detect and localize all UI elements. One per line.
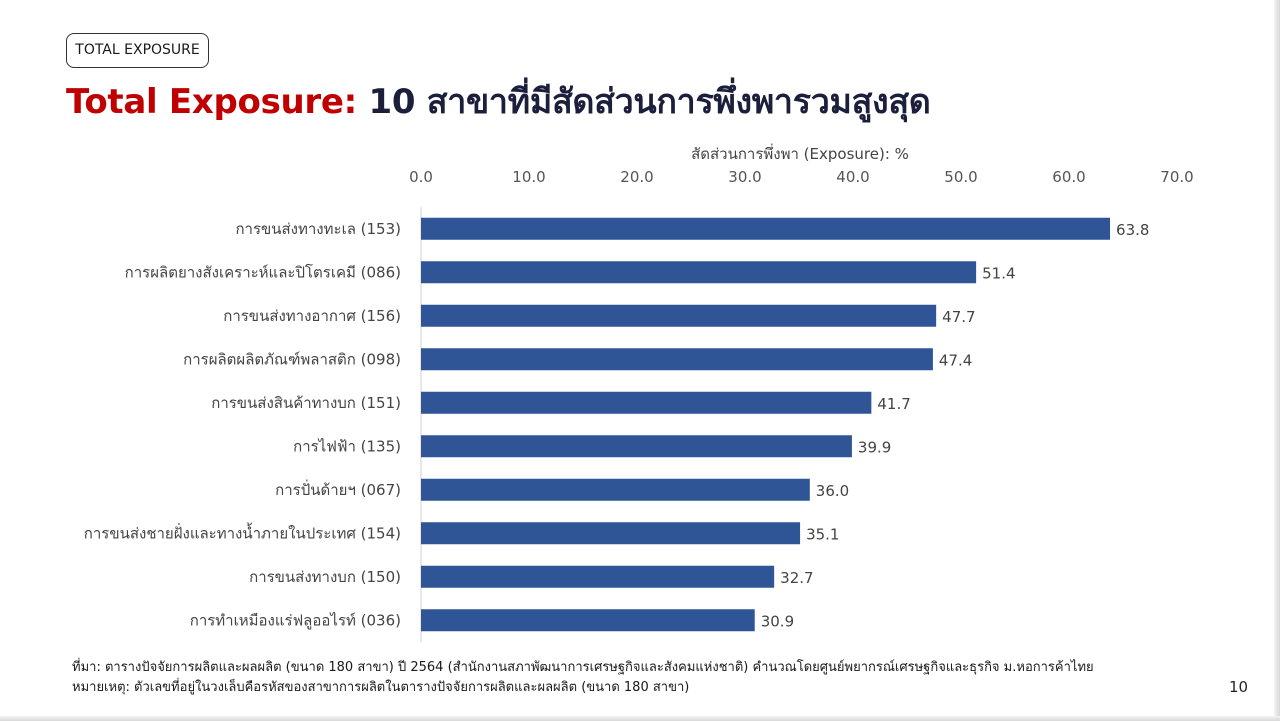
data-label: 30.9 — [761, 612, 794, 630]
category-label: การผลิตยางสังเคราะห์และปิโตรเคมี (086) — [125, 263, 401, 281]
page-title-main: 10 สาขาที่มีสัดส่วนการพึ่งพารวมสูงสุด — [368, 82, 931, 122]
bar — [421, 217, 1111, 240]
bar — [421, 478, 810, 501]
bar — [421, 609, 755, 632]
x-axis-title: สัดส่วนการพึ่งพา (Exposure): % — [691, 145, 909, 163]
page-title: Total Exposure: 10 สาขาที่มีสัดส่วนการพึ… — [66, 74, 931, 122]
category-label: การทำเหมืองแร่ฟลูออไรท์ (036) — [190, 611, 401, 629]
category-label: การขนส่งทางอากาศ (156) — [223, 307, 401, 325]
x-tick-label: 30.0 — [728, 168, 761, 186]
footnote-note: หมายเหตุ: ตัวเลขที่อยู่ในวงเล็บคือรหัสขอ… — [72, 680, 690, 695]
x-tick-label: 70.0 — [1160, 168, 1193, 186]
data-label: 41.7 — [877, 395, 910, 413]
x-tick-label: 20.0 — [620, 168, 653, 186]
data-label: 36.0 — [816, 482, 849, 500]
category-label: การขนส่งทางบก (150) — [249, 568, 401, 586]
x-tick-label: 50.0 — [944, 168, 977, 186]
bar — [421, 435, 852, 458]
data-label: 47.7 — [942, 308, 975, 326]
data-label: 32.7 — [780, 569, 813, 587]
bar — [421, 565, 775, 588]
data-label: 63.8 — [1116, 221, 1149, 239]
section-tag: TOTAL EXPOSURE — [66, 33, 209, 68]
bar — [421, 261, 977, 284]
data-label: 39.9 — [858, 438, 891, 456]
page-number: 10 — [1229, 678, 1249, 696]
x-tick-label: 60.0 — [1052, 168, 1085, 186]
category-label: การผลิตผลิตภัณฑ์พลาสติก (098) — [183, 350, 401, 368]
x-tick-label: 10.0 — [512, 168, 545, 186]
data-label: 35.1 — [806, 525, 839, 543]
bar — [421, 391, 872, 414]
footnote-source: ที่มา: ตารางปัจจัยการผลิตและผลผลิต (ขนาด… — [72, 660, 1094, 675]
category-label: การขนส่งทางทะเล (153) — [235, 220, 401, 238]
category-label: การขนส่งชายฝั่งและทางน้ำภายในประเทศ (154… — [84, 522, 401, 542]
category-label: การไฟฟ้า (135) — [293, 437, 401, 455]
page-edge-shadow-bottom — [0, 716, 1280, 721]
page-edge-shadow — [1274, 0, 1280, 721]
x-tick-label: 40.0 — [836, 168, 869, 186]
bar — [421, 348, 933, 371]
category-label: การปั่นด้ายฯ (067) — [275, 479, 401, 499]
data-label: 47.4 — [939, 351, 972, 369]
x-tick-label: 0.0 — [409, 168, 433, 186]
data-label: 51.4 — [982, 264, 1015, 282]
bar — [421, 522, 801, 545]
category-label: การขนส่งสินค้าทางบก (151) — [211, 394, 401, 412]
page-title-highlight: Total Exposure: — [66, 82, 357, 122]
bar — [421, 304, 937, 327]
